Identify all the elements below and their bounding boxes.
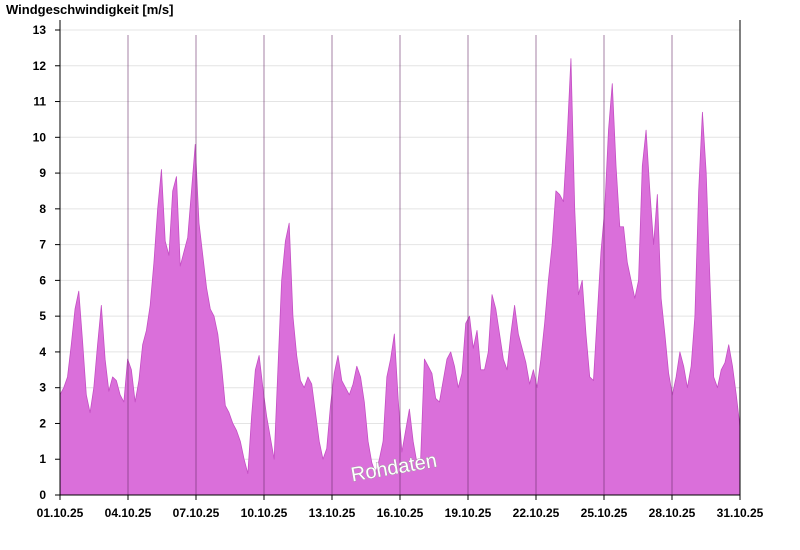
y-tick-label: 0 bbox=[39, 488, 46, 502]
x-tick-label: 31.10.25 bbox=[717, 506, 764, 520]
x-tick-label: 28.10.25 bbox=[649, 506, 696, 520]
x-tick-label: 19.10.25 bbox=[445, 506, 492, 520]
x-tick-label: 22.10.25 bbox=[513, 506, 560, 520]
y-tick-label: 4 bbox=[39, 345, 46, 359]
y-tick-label: 6 bbox=[39, 273, 46, 287]
y-tick-label: 11 bbox=[33, 95, 46, 109]
x-tick-label: 16.10.25 bbox=[377, 506, 424, 520]
y-tick-label: 9 bbox=[39, 166, 46, 180]
y-tick-label: 12 bbox=[33, 59, 47, 73]
y-tick-label: 7 bbox=[39, 238, 46, 252]
y-tick-label: 2 bbox=[39, 416, 46, 430]
day-markers bbox=[127, 35, 673, 495]
x-tick-label: 07.10.25 bbox=[173, 506, 220, 520]
wind-speed-area bbox=[59, 58, 741, 496]
y-tick-label: 1 bbox=[39, 452, 46, 466]
y-tick-label: 5 bbox=[39, 309, 46, 323]
y-tick-label: 13 bbox=[33, 23, 47, 37]
x-tick-label: 10.10.25 bbox=[241, 506, 288, 520]
y-tick-label: 8 bbox=[39, 202, 46, 216]
x-axis-ticks: 01.10.25 04.10.25 07.10.25 10.10.25 13.10.25… bbox=[37, 495, 764, 520]
y-tick-label: 10 bbox=[33, 130, 47, 144]
y-tick-label: 3 bbox=[39, 381, 46, 395]
x-tick-label: 04.10.25 bbox=[105, 506, 152, 520]
x-tick-label: 01.10.25 bbox=[37, 506, 84, 520]
x-tick-label: 25.10.25 bbox=[581, 506, 628, 520]
chart-title: Windgeschwindigkeit [m/s] bbox=[6, 2, 173, 17]
plot-area bbox=[59, 58, 741, 496]
x-tick-label: 13.10.25 bbox=[309, 506, 356, 520]
